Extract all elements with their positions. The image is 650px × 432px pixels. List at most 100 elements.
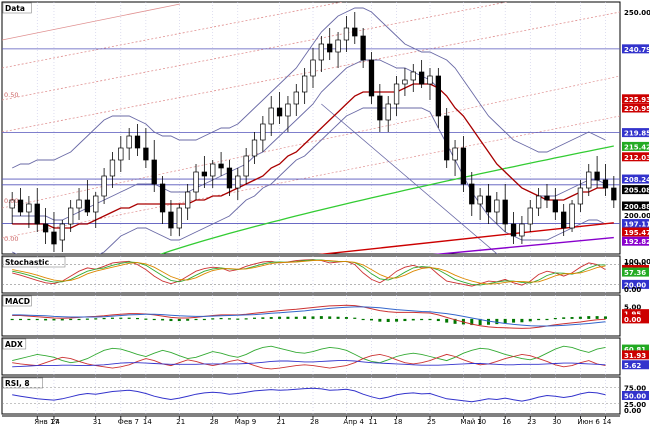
macd-histogram-bar bbox=[60, 318, 64, 321]
macd-histogram-bar bbox=[386, 318, 390, 322]
candle-body bbox=[84, 199, 91, 213]
candle-body bbox=[301, 75, 308, 93]
candle-body bbox=[460, 147, 467, 185]
candle-body bbox=[151, 159, 157, 185]
candle-body bbox=[352, 27, 358, 37]
candle-body bbox=[402, 79, 408, 85]
candle-body bbox=[368, 59, 375, 97]
candle-body bbox=[410, 71, 416, 81]
macd-histogram-bar bbox=[570, 317, 574, 319]
macd-histogram-bar bbox=[85, 318, 89, 320]
date-tick-label: 24 bbox=[51, 418, 60, 426]
macd-histogram-bar bbox=[177, 318, 181, 322]
panel-title: Stochastic bbox=[5, 258, 49, 267]
axis-label: 5.00 bbox=[624, 303, 641, 311]
axis-label: 0.00 bbox=[624, 316, 641, 324]
axis-label: 5.62 bbox=[624, 362, 641, 370]
date-tick-label: 25 bbox=[427, 418, 436, 426]
candle-body bbox=[42, 223, 49, 233]
macd-histogram-bar bbox=[520, 318, 524, 323]
macd-histogram-bar bbox=[136, 317, 140, 320]
candle-body bbox=[485, 195, 492, 213]
axis-label: 240.79 bbox=[624, 46, 650, 54]
stochastic-line bbox=[12, 259, 606, 287]
candle-body bbox=[51, 231, 57, 245]
macd-histogram-bar bbox=[102, 317, 106, 320]
candle-body bbox=[68, 207, 74, 225]
panel-frame bbox=[1, 1, 621, 255]
candle-body bbox=[143, 147, 149, 161]
dotted-trend-line bbox=[2, 115, 620, 239]
macd-histogram-bar bbox=[486, 318, 490, 325]
candle-body bbox=[561, 211, 567, 229]
date-tick-label: 16 bbox=[502, 418, 511, 426]
adx-line bbox=[12, 353, 606, 370]
rsi-line bbox=[12, 387, 606, 403]
macd-histogram-bar bbox=[236, 318, 240, 320]
axis-label-bg bbox=[622, 360, 649, 370]
adx-line bbox=[12, 360, 606, 368]
candle-body bbox=[276, 107, 283, 117]
macd-histogram-bar bbox=[353, 317, 357, 319]
axis-label: 31.93 bbox=[624, 352, 646, 360]
macd-histogram-bar bbox=[445, 318, 449, 323]
trend-purple-line bbox=[432, 236, 614, 254]
candle-body bbox=[343, 27, 350, 41]
macd-histogram-bar bbox=[361, 318, 365, 321]
date-tick-label: 31 bbox=[93, 418, 102, 426]
macd-histogram-bar bbox=[578, 316, 582, 319]
macd-histogram-bar bbox=[436, 318, 440, 322]
panel-frame bbox=[1, 255, 621, 294]
axis-label-bg bbox=[622, 141, 649, 151]
panel-frame bbox=[1, 376, 621, 415]
macd-histogram-bar bbox=[378, 318, 382, 322]
macd-histogram-bar bbox=[77, 318, 81, 321]
dotted-trend-line bbox=[2, 2, 509, 101]
macd-histogram-bar bbox=[595, 316, 599, 319]
macd-histogram-bar bbox=[119, 317, 123, 319]
candle-body bbox=[26, 203, 32, 213]
date-tick-label: 23 bbox=[527, 418, 536, 426]
macd-histogram-bar bbox=[303, 316, 307, 319]
macd-histogram-bar bbox=[286, 316, 290, 319]
candle-body bbox=[34, 203, 40, 225]
ma-long-green-line bbox=[159, 145, 614, 254]
macd-histogram-bar bbox=[369, 318, 373, 321]
candle-body bbox=[17, 199, 24, 213]
candle-body bbox=[218, 163, 224, 169]
axis-label-bg bbox=[622, 201, 649, 211]
candle-body bbox=[118, 147, 124, 161]
candle-body bbox=[101, 175, 107, 197]
ma-red-line bbox=[12, 83, 606, 229]
candle-body bbox=[611, 187, 617, 201]
bollinger-upper-line bbox=[12, 7, 606, 169]
macd-histogram-bar bbox=[562, 317, 566, 319]
macd-histogram-bar bbox=[35, 318, 39, 321]
axis-label-bg bbox=[622, 103, 649, 113]
left-level-label: 0.00 bbox=[4, 235, 18, 243]
axis-label-bg bbox=[622, 309, 649, 319]
axis-label-bg bbox=[622, 152, 649, 162]
panel-frame bbox=[1, 337, 621, 376]
trend-red-line bbox=[317, 222, 614, 254]
macd-histogram-bar bbox=[44, 318, 48, 321]
macd-signal-line bbox=[12, 306, 606, 327]
date-tick-label: Апр 4 bbox=[343, 418, 364, 426]
macd-histogram-bar bbox=[403, 318, 407, 322]
macd-histogram-bar bbox=[269, 317, 273, 319]
candle-body bbox=[569, 203, 575, 229]
candle-body bbox=[168, 211, 174, 229]
candle-body bbox=[285, 103, 291, 117]
axis-label: 219.85 bbox=[624, 130, 650, 138]
macd-histogram-bar bbox=[470, 318, 474, 326]
macd-histogram-bar bbox=[495, 318, 499, 325]
panel-title-bg bbox=[2, 338, 27, 350]
candle-body bbox=[360, 35, 366, 61]
trend-line bbox=[2, 3, 181, 41]
panel-title: ADX bbox=[5, 340, 23, 349]
macd-histogram-bar bbox=[344, 317, 348, 319]
date-tick-label: Фев 7 bbox=[118, 418, 139, 426]
axis-label: 195.47 bbox=[624, 229, 650, 237]
axis-label: 50.00 bbox=[624, 393, 646, 401]
